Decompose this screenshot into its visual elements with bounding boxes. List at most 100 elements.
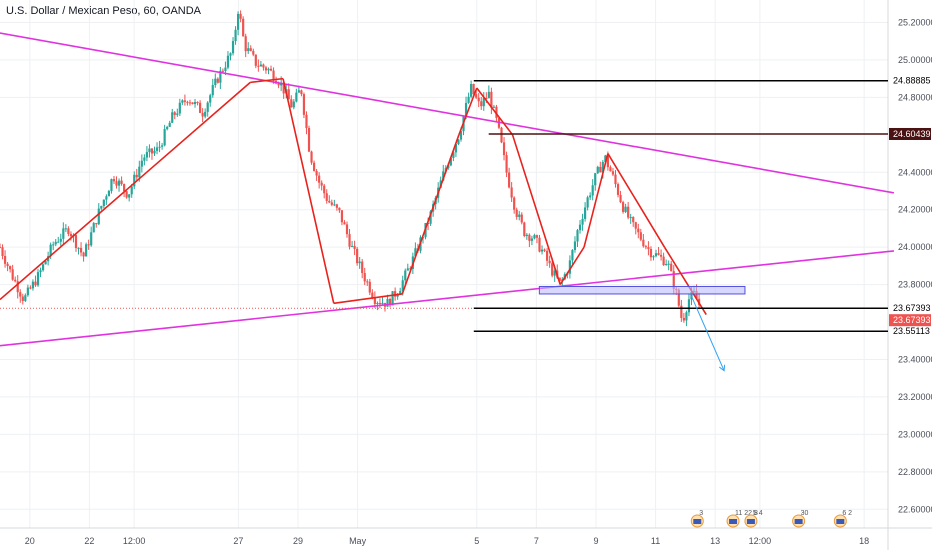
candle-body [100, 206, 103, 209]
candle-body [277, 83, 280, 86]
wave-line-1 [0, 81, 251, 301]
candle-body [619, 194, 622, 203]
candle-body [112, 179, 116, 182]
trendline-1 [0, 32, 895, 194]
x-tick-label: 12:00 [749, 536, 772, 546]
projection-arrow-head [719, 364, 726, 372]
candle-body [665, 264, 668, 266]
candle-body [211, 85, 214, 96]
candle-body [589, 195, 592, 198]
candle-body [125, 191, 128, 198]
candle-body [9, 266, 12, 270]
candle-body [204, 111, 207, 117]
candle-body [467, 96, 470, 103]
candle-body [682, 317, 685, 321]
wave-line-7 [476, 87, 514, 136]
candle-body [644, 246, 647, 248]
candle-body [578, 224, 582, 231]
candle-body [581, 218, 584, 225]
candle-body [594, 173, 597, 186]
x-tick-label: 22 [84, 536, 94, 546]
candle-body [120, 180, 123, 185]
candle-body [206, 102, 209, 112]
y-tick-label: 25.00000 [898, 55, 932, 65]
wave-line-8 [511, 134, 561, 285]
projection-arrow-line [690, 295, 725, 371]
candle-body [487, 91, 490, 99]
candle-body [77, 247, 80, 249]
candle-body [558, 277, 561, 281]
event-count-label: 6 2 [842, 510, 852, 517]
candle-body [525, 234, 528, 237]
candle-body [523, 222, 526, 237]
candle-body [224, 67, 227, 72]
support-zone [538, 285, 746, 295]
candle-body [492, 106, 496, 108]
candle-body [198, 102, 202, 113]
candle-body [102, 199, 105, 207]
candle-body [135, 174, 138, 178]
candle-body [348, 234, 351, 247]
candle-body [239, 13, 242, 19]
candle-body [475, 94, 478, 98]
candle-body [310, 151, 313, 163]
candle-body [97, 208, 100, 225]
trendline-2 [0, 250, 895, 347]
candle-body [401, 280, 404, 292]
candle-body [183, 100, 187, 102]
candle-body [62, 228, 65, 239]
candle-body [320, 182, 323, 186]
y-tick-label: 24.00000 [898, 242, 932, 252]
candle-body [166, 126, 169, 130]
candle-body [472, 84, 475, 95]
wave-line-11 [607, 153, 666, 248]
candle-body [6, 263, 9, 267]
x-tick-label: 9 [593, 536, 598, 546]
candle-body [90, 232, 93, 246]
candle-body [464, 102, 468, 117]
candle-body [161, 145, 164, 147]
candle-body [429, 211, 432, 224]
candle-body [356, 248, 359, 264]
candle-body [318, 175, 321, 183]
candle-body [591, 185, 594, 196]
candle-body [677, 289, 680, 306]
candle-body [231, 41, 235, 54]
event-count-label: 11 22 8 [735, 510, 758, 517]
candle-body [249, 48, 252, 51]
candle-body [269, 68, 273, 71]
candle-body [148, 148, 151, 153]
candle-body [515, 209, 518, 217]
candle-body [226, 55, 230, 68]
candle-body [642, 239, 645, 247]
candle-body [624, 206, 627, 212]
y-tick-label: 23.80000 [898, 280, 932, 290]
wave-line-5 [401, 134, 460, 295]
x-tick-label: 12:00 [123, 536, 146, 546]
candle-body [480, 101, 483, 107]
candle-body [64, 228, 67, 230]
candle-body [16, 281, 19, 293]
candle-body [535, 235, 539, 238]
candle-body [92, 223, 95, 233]
flag-icon [729, 519, 738, 524]
candle-body [687, 299, 691, 313]
candle-body [214, 78, 217, 86]
candle-body [662, 256, 665, 265]
x-tick-label: May [349, 536, 367, 546]
level-price-tag-4: 23.55113 [893, 326, 930, 336]
candle-body [36, 272, 40, 286]
candle-body [358, 261, 361, 264]
candle-body [639, 232, 642, 240]
candle-body [325, 193, 328, 201]
candle-body [654, 253, 658, 257]
x-tick-label: 11 [651, 536, 660, 546]
candle-body [333, 204, 336, 206]
candle-body [95, 223, 98, 225]
candle-body [229, 53, 232, 56]
candle-body [690, 291, 693, 300]
candle-body [371, 292, 374, 298]
candle-body [0, 247, 2, 249]
wave-line-2 [250, 77, 284, 84]
